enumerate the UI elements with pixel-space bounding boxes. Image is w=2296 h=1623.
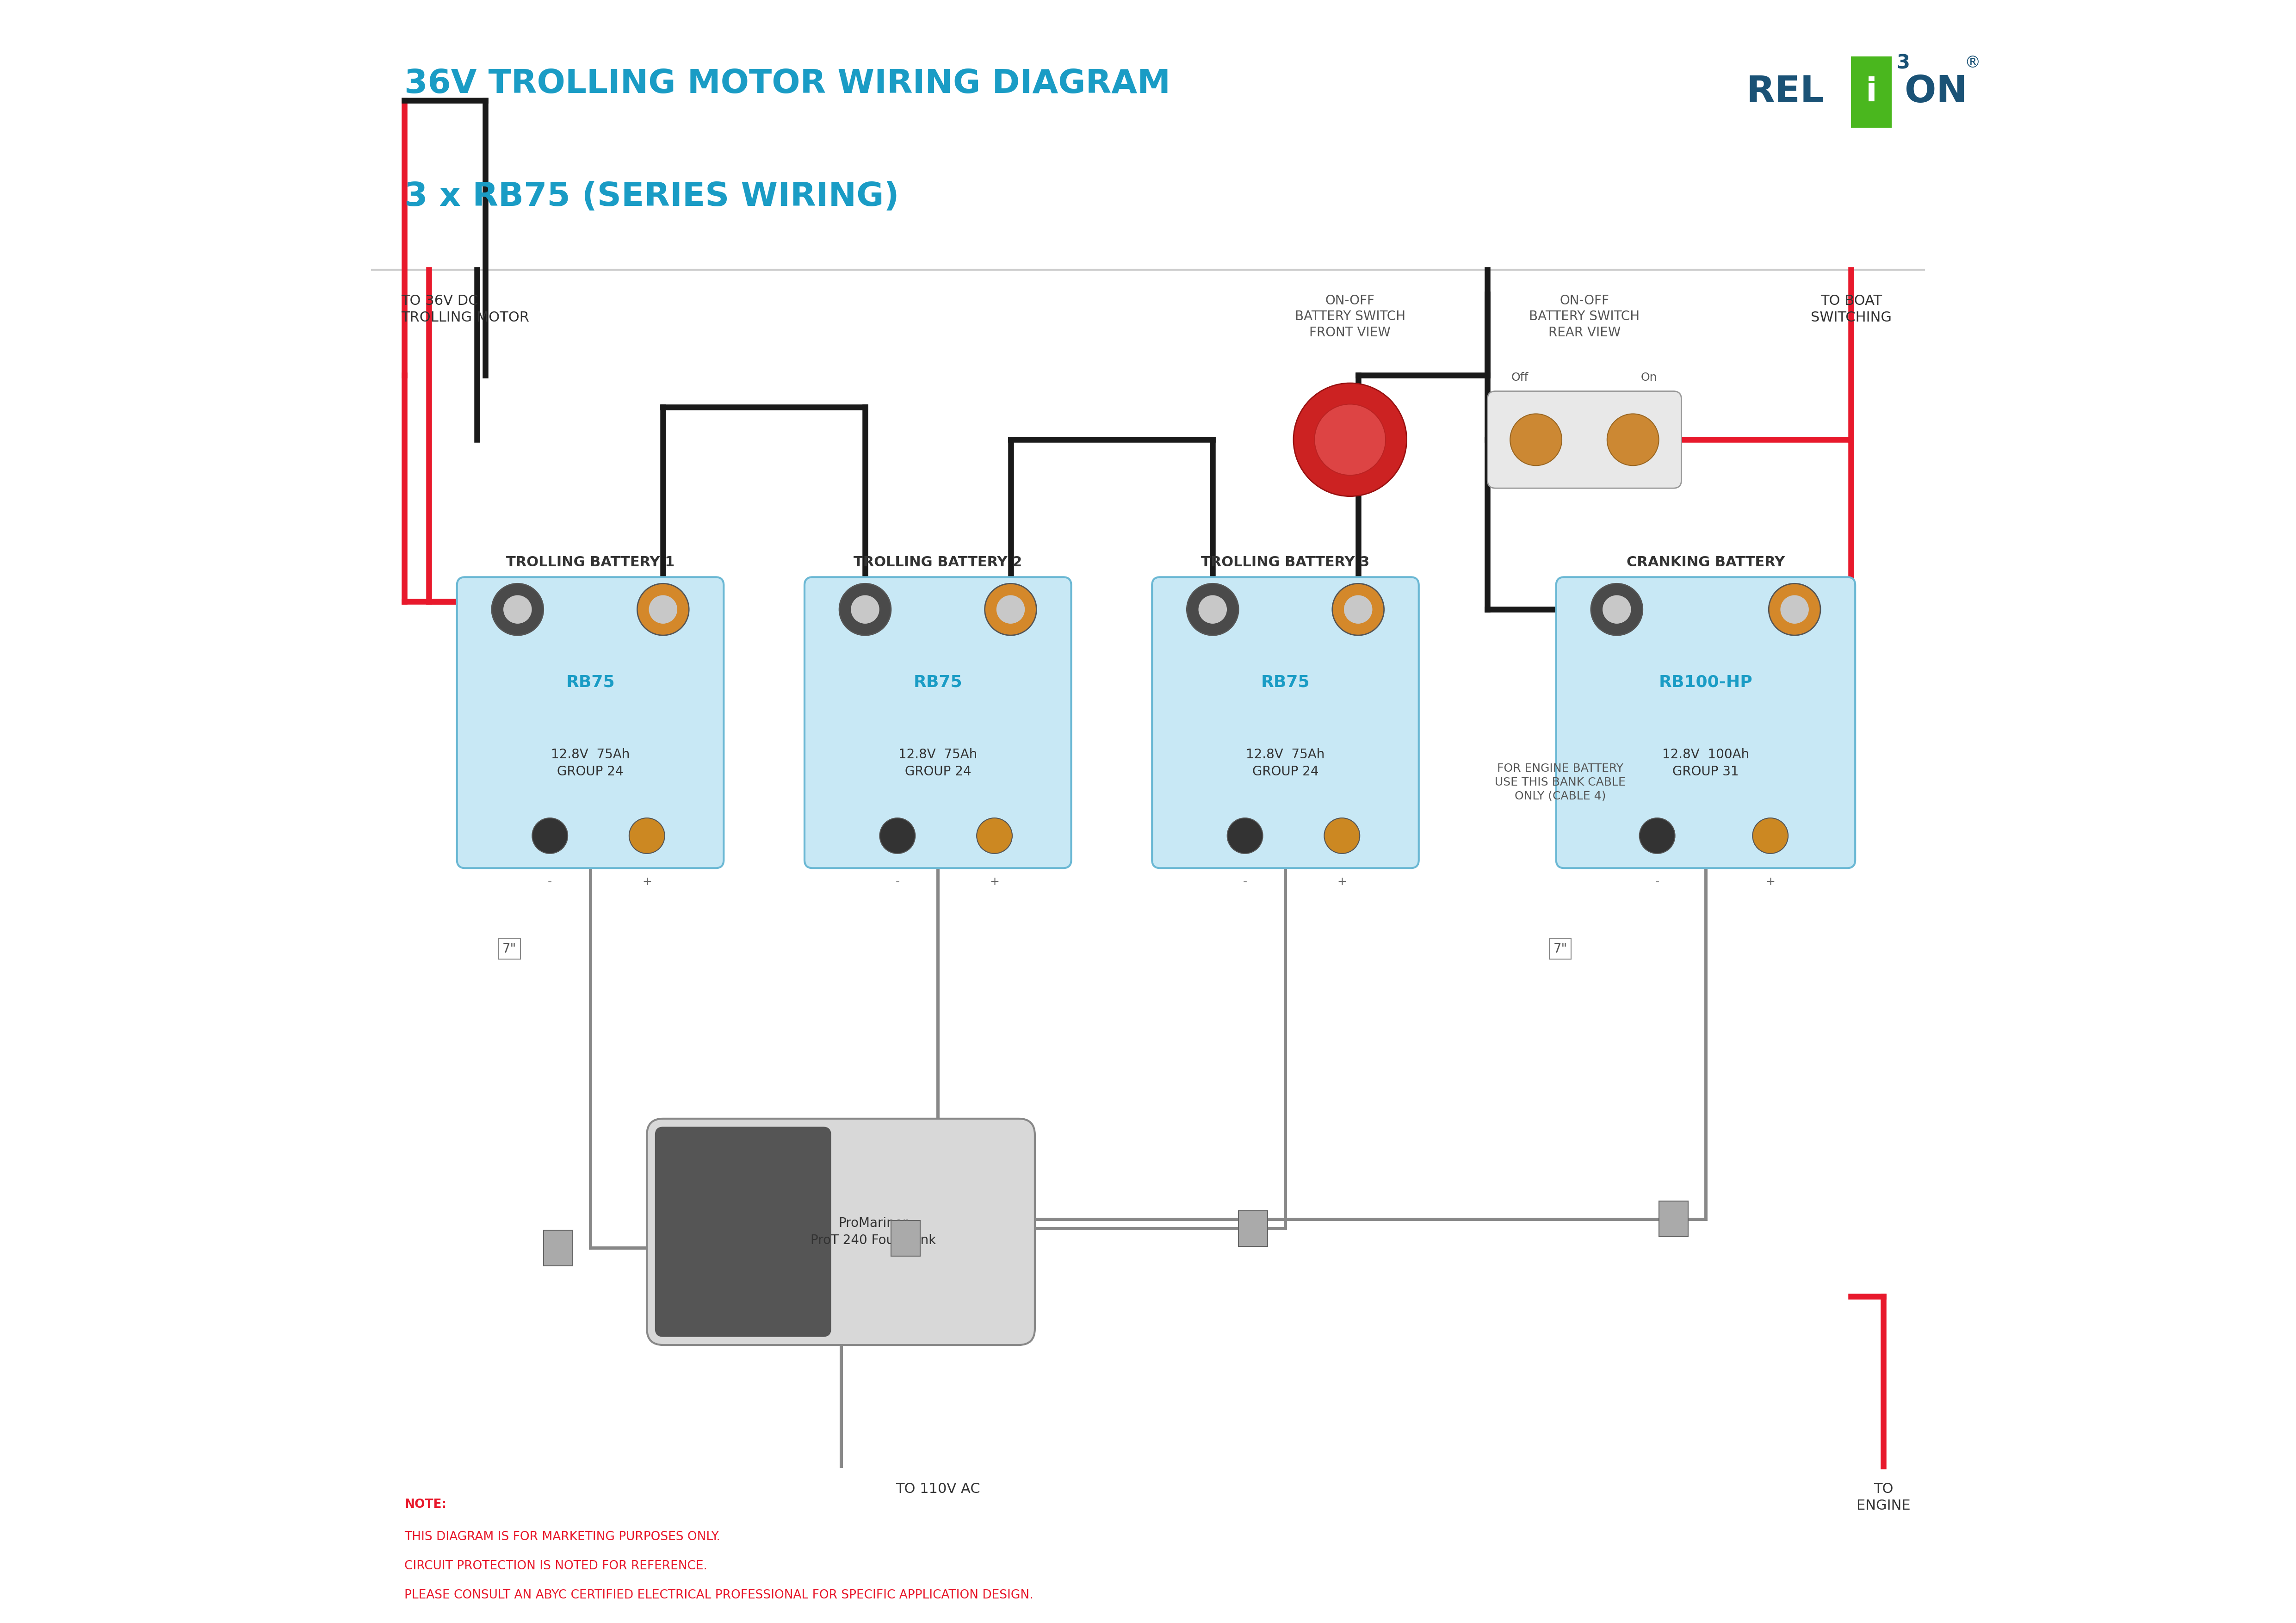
Bar xyxy=(544,1230,572,1266)
Text: ProMariner
ProT 240 Four Bank: ProMariner ProT 240 Four Bank xyxy=(810,1217,937,1246)
Circle shape xyxy=(503,596,533,623)
Circle shape xyxy=(879,818,916,854)
Circle shape xyxy=(996,596,1024,623)
Text: TO BOAT
SWITCHING: TO BOAT SWITCHING xyxy=(1812,294,1892,325)
Circle shape xyxy=(1603,596,1630,623)
FancyBboxPatch shape xyxy=(647,1118,1035,1345)
Circle shape xyxy=(1639,818,1676,854)
Text: PLEASE CONSULT AN ABYC CERTIFIED ELECTRICAL PROFESSIONAL FOR SPECIFIC APPLICATIO: PLEASE CONSULT AN ABYC CERTIFIED ELECTRI… xyxy=(404,1589,1033,1602)
Text: 12.8V  75Ah
GROUP 24: 12.8V 75Ah GROUP 24 xyxy=(898,748,978,777)
Text: THIS DIAGRAM IS FOR MARKETING PURPOSES ONLY.: THIS DIAGRAM IS FOR MARKETING PURPOSES O… xyxy=(404,1530,721,1543)
Circle shape xyxy=(985,584,1035,635)
Text: TROLLING BATTERY 2: TROLLING BATTERY 2 xyxy=(854,555,1022,570)
Text: 36V TROLLING MOTOR WIRING DIAGRAM: 36V TROLLING MOTOR WIRING DIAGRAM xyxy=(404,68,1171,99)
Text: CIRCUIT PROTECTION IS NOTED FOR REFERENCE.: CIRCUIT PROTECTION IS NOTED FOR REFERENC… xyxy=(404,1560,707,1573)
FancyBboxPatch shape xyxy=(1488,391,1681,489)
Text: ON: ON xyxy=(1903,75,1968,110)
Text: REL: REL xyxy=(1745,75,1823,110)
Circle shape xyxy=(1768,584,1821,635)
Circle shape xyxy=(491,584,544,635)
Text: TO 36V DC
TROLLING MOTOR: TO 36V DC TROLLING MOTOR xyxy=(402,294,530,325)
Text: TO
ENGINE: TO ENGINE xyxy=(1857,1482,1910,1513)
Text: -: - xyxy=(549,876,551,888)
Circle shape xyxy=(638,584,689,635)
Bar xyxy=(1238,1211,1267,1246)
Circle shape xyxy=(1316,404,1384,476)
Text: 12.8V  100Ah
GROUP 31: 12.8V 100Ah GROUP 31 xyxy=(1662,748,1750,777)
Circle shape xyxy=(1332,584,1384,635)
Circle shape xyxy=(650,596,677,623)
Bar xyxy=(891,1220,921,1256)
Text: Off: Off xyxy=(1511,372,1529,383)
Circle shape xyxy=(1591,584,1642,635)
Text: 3: 3 xyxy=(1896,54,1910,73)
Text: FOR ENGINE BATTERY
USE THIS BANK CABLE
ONLY (CABLE 4): FOR ENGINE BATTERY USE THIS BANK CABLE O… xyxy=(1495,763,1626,802)
Circle shape xyxy=(1343,596,1373,623)
Circle shape xyxy=(1199,596,1226,623)
Text: TROLLING BATTERY 3: TROLLING BATTERY 3 xyxy=(1201,555,1371,570)
Text: RB75: RB75 xyxy=(914,674,962,690)
Text: TROLLING BATTERY 1: TROLLING BATTERY 1 xyxy=(505,555,675,570)
Circle shape xyxy=(1187,584,1238,635)
Text: +: + xyxy=(1336,876,1348,888)
Text: -: - xyxy=(1655,876,1660,888)
Circle shape xyxy=(1325,818,1359,854)
FancyBboxPatch shape xyxy=(804,578,1072,868)
Text: i: i xyxy=(1867,76,1878,109)
Text: 12.8V  75Ah
GROUP 24: 12.8V 75Ah GROUP 24 xyxy=(551,748,629,777)
Circle shape xyxy=(1607,414,1658,466)
Text: ®: ® xyxy=(1965,55,1981,71)
Circle shape xyxy=(976,818,1013,854)
Text: +: + xyxy=(990,876,999,888)
Text: -: - xyxy=(1242,876,1247,888)
FancyBboxPatch shape xyxy=(1153,578,1419,868)
Text: -: - xyxy=(895,876,900,888)
Text: RB75: RB75 xyxy=(1261,674,1309,690)
Circle shape xyxy=(1293,383,1407,497)
Bar xyxy=(1658,1201,1688,1237)
Circle shape xyxy=(629,818,664,854)
Circle shape xyxy=(1752,818,1789,854)
FancyBboxPatch shape xyxy=(1851,57,1892,128)
Circle shape xyxy=(852,596,879,623)
Text: ON-OFF
BATTERY SWITCH
FRONT VIEW: ON-OFF BATTERY SWITCH FRONT VIEW xyxy=(1295,294,1405,339)
Circle shape xyxy=(840,584,891,635)
Text: TO 110V AC: TO 110V AC xyxy=(895,1482,980,1496)
Circle shape xyxy=(1511,414,1561,466)
Text: 12.8V  75Ah
GROUP 24: 12.8V 75Ah GROUP 24 xyxy=(1247,748,1325,777)
Text: RB75: RB75 xyxy=(565,674,615,690)
Text: 3 x RB75 (SERIES WIRING): 3 x RB75 (SERIES WIRING) xyxy=(404,182,900,213)
Text: CRANKING BATTERY: CRANKING BATTERY xyxy=(1626,555,1784,570)
Text: 7": 7" xyxy=(1552,943,1568,956)
Circle shape xyxy=(1779,596,1809,623)
FancyBboxPatch shape xyxy=(1557,578,1855,868)
Text: +: + xyxy=(643,876,652,888)
Circle shape xyxy=(533,818,567,854)
Text: RB100-HP: RB100-HP xyxy=(1658,674,1752,690)
FancyBboxPatch shape xyxy=(457,578,723,868)
FancyBboxPatch shape xyxy=(654,1126,831,1337)
Text: +: + xyxy=(1766,876,1775,888)
Text: ON-OFF
BATTERY SWITCH
REAR VIEW: ON-OFF BATTERY SWITCH REAR VIEW xyxy=(1529,294,1639,339)
Text: On: On xyxy=(1642,372,1658,383)
Text: NOTE:: NOTE: xyxy=(404,1498,448,1511)
Text: 7": 7" xyxy=(503,943,517,956)
Circle shape xyxy=(1226,818,1263,854)
